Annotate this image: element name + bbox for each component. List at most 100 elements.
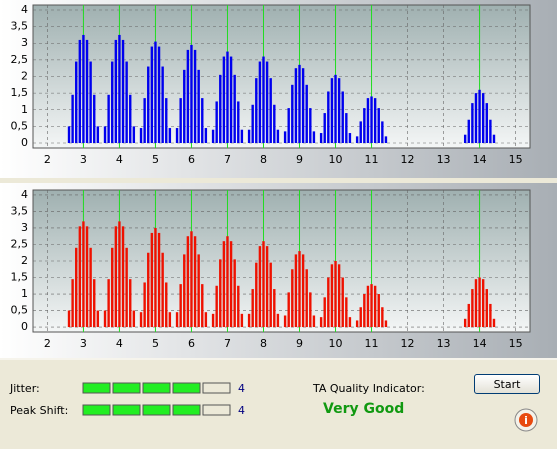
bar	[129, 279, 132, 328]
bar	[345, 113, 348, 144]
y-tick-label: 2,5	[11, 237, 29, 250]
bar	[273, 104, 276, 144]
y-tick-label: 4	[21, 3, 28, 16]
bar	[190, 231, 193, 328]
bar	[471, 289, 474, 328]
bar	[463, 134, 467, 144]
bar	[323, 113, 326, 144]
level-box	[112, 382, 141, 394]
bar	[226, 51, 229, 144]
bar	[492, 318, 496, 328]
bar	[467, 303, 470, 328]
bar	[334, 74, 337, 144]
bar	[183, 254, 186, 328]
y-tick-label: 2	[21, 254, 28, 267]
bar	[229, 56, 233, 144]
bar	[237, 285, 240, 328]
quality-label: TA Quality Indicator:	[312, 382, 425, 395]
y-tick-label: 1	[21, 103, 28, 116]
bar	[294, 68, 298, 144]
bar	[258, 246, 262, 328]
y-tick-label: 1,5	[11, 271, 29, 284]
peak-shift-label: Peak Shift:	[10, 404, 68, 417]
bar	[478, 89, 481, 144]
bar	[366, 98, 370, 144]
bar	[247, 129, 251, 144]
bar	[161, 66, 164, 144]
bar	[168, 312, 172, 328]
info-glyph: i	[524, 414, 528, 427]
bar	[319, 317, 323, 328]
x-tick-label: 2	[44, 153, 51, 166]
bar	[381, 121, 384, 144]
bar	[348, 317, 352, 328]
bar	[161, 252, 164, 328]
bar	[67, 310, 71, 328]
x-tick-label: 5	[152, 153, 159, 166]
y-tick-label: 4	[21, 188, 28, 201]
x-tick-label: 4	[116, 153, 123, 166]
y-tick-label: 2,5	[11, 53, 29, 66]
y-tick-label: 3	[21, 36, 28, 49]
bar	[103, 126, 107, 144]
bar	[193, 49, 197, 144]
x-tick-label: 11	[365, 337, 379, 350]
bar	[93, 279, 96, 328]
bar	[118, 221, 121, 328]
bar	[341, 277, 344, 328]
bar	[276, 129, 280, 144]
bar	[370, 96, 373, 144]
x-tick-label: 12	[401, 337, 415, 350]
bar	[143, 98, 146, 144]
bar	[229, 241, 233, 328]
bar	[283, 315, 287, 328]
bar	[240, 313, 244, 328]
bar	[384, 320, 388, 328]
x-tick-label: 7	[224, 153, 231, 166]
x-tick-label: 15	[509, 153, 523, 166]
bar	[481, 93, 485, 144]
x-tick-label: 8	[260, 153, 267, 166]
bar	[121, 39, 125, 144]
bar	[150, 232, 154, 328]
x-tick-label: 6	[188, 337, 195, 350]
level-box	[172, 404, 201, 416]
bar	[233, 259, 236, 328]
bar	[298, 251, 301, 328]
bar	[341, 91, 344, 144]
level-box	[112, 404, 141, 416]
jitter-value: 4	[238, 382, 245, 395]
bar	[179, 284, 182, 328]
bar	[222, 241, 226, 328]
bar	[251, 104, 254, 144]
bar	[197, 69, 200, 144]
bar	[474, 93, 478, 144]
bar	[269, 78, 272, 144]
bar	[305, 84, 308, 144]
bar	[82, 221, 85, 328]
bar	[132, 126, 136, 144]
bar	[287, 292, 290, 328]
bar	[107, 279, 110, 328]
quality-value: Very Good	[323, 401, 404, 417]
y-tick-label: 0,5	[11, 119, 29, 132]
bar	[96, 126, 100, 144]
start-button[interactable]: Start	[474, 374, 540, 394]
bar	[334, 261, 337, 328]
bar	[154, 41, 157, 144]
bar	[226, 236, 229, 328]
bar	[301, 254, 305, 328]
bar	[265, 61, 269, 144]
bar	[93, 94, 96, 144]
bar	[327, 91, 330, 144]
info-icon	[519, 413, 533, 427]
bar	[377, 294, 380, 328]
x-tick-label: 13	[437, 337, 451, 350]
bar	[215, 101, 218, 144]
bar	[107, 94, 110, 144]
bar	[471, 103, 474, 144]
bar	[201, 98, 204, 144]
bar	[111, 61, 114, 144]
bar	[312, 131, 316, 144]
bar	[82, 34, 85, 144]
